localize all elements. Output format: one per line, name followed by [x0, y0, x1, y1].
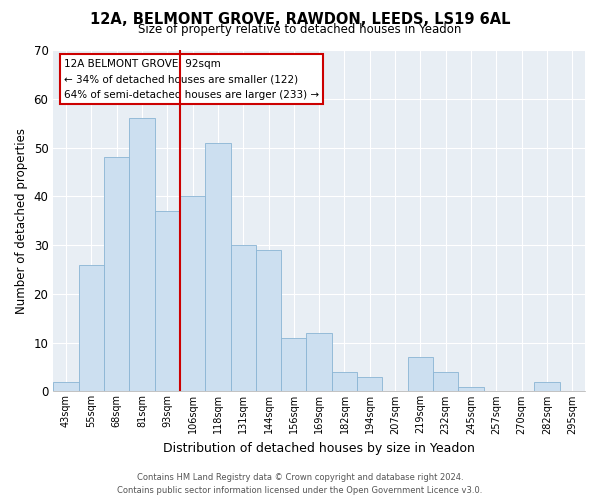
Text: 12A BELMONT GROVE: 92sqm
← 34% of detached houses are smaller (122)
64% of semi-: 12A BELMONT GROVE: 92sqm ← 34% of detach…	[64, 58, 319, 100]
X-axis label: Distribution of detached houses by size in Yeadon: Distribution of detached houses by size …	[163, 442, 475, 455]
Bar	[458, 386, 484, 392]
Bar	[53, 382, 79, 392]
Bar	[155, 211, 180, 392]
Bar	[535, 382, 560, 392]
Bar	[205, 142, 230, 392]
Bar	[433, 372, 458, 392]
Bar	[230, 245, 256, 392]
Bar	[307, 333, 332, 392]
Text: Size of property relative to detached houses in Yeadon: Size of property relative to detached ho…	[139, 22, 461, 36]
Text: Contains HM Land Registry data © Crown copyright and database right 2024.
Contai: Contains HM Land Registry data © Crown c…	[118, 474, 482, 495]
Bar	[332, 372, 357, 392]
Bar	[180, 196, 205, 392]
Bar	[256, 250, 281, 392]
Bar	[104, 158, 129, 392]
Y-axis label: Number of detached properties: Number of detached properties	[15, 128, 28, 314]
Text: 12A, BELMONT GROVE, RAWDON, LEEDS, LS19 6AL: 12A, BELMONT GROVE, RAWDON, LEEDS, LS19 …	[90, 12, 510, 28]
Bar	[281, 338, 307, 392]
Bar	[357, 377, 382, 392]
Bar	[79, 264, 104, 392]
Bar	[129, 118, 155, 392]
Bar	[408, 357, 433, 392]
